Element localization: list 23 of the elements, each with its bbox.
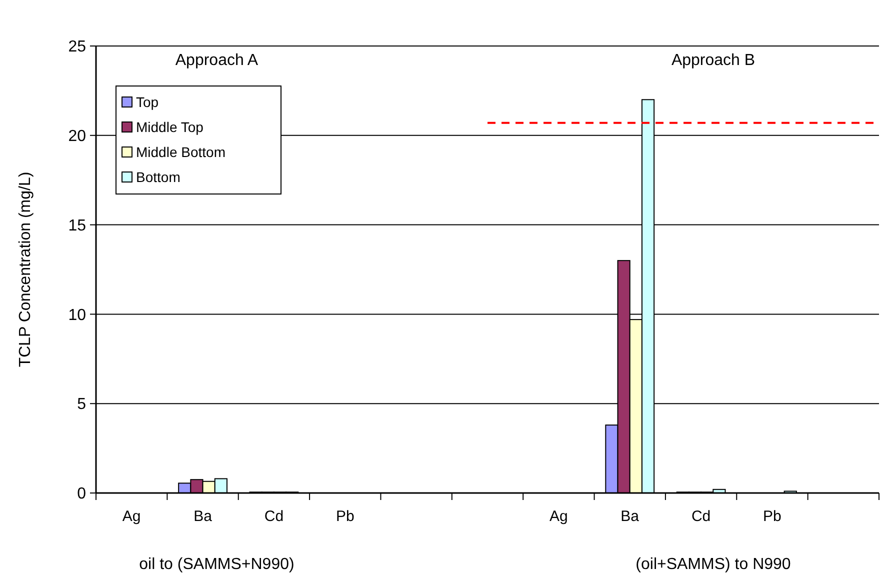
x-tick-label: Pb xyxy=(336,508,354,525)
legend-label: Middle Bottom xyxy=(136,144,226,160)
x-tick-label: Pb xyxy=(763,508,782,525)
text: (oil+SAMMS) to N990 xyxy=(636,556,791,573)
annotation: Approach A xyxy=(175,52,258,69)
y-tick-label: 15 xyxy=(68,217,86,234)
legend-label: Bottom xyxy=(136,168,180,185)
y-tick-label: 5 xyxy=(77,396,86,414)
annotation: Approach B xyxy=(671,52,756,69)
text: oil to (SAMMS+N990) xyxy=(139,556,294,573)
y-tick-label: 25 xyxy=(68,38,86,56)
y-axis-title: TCLP Concentration (mg/L) xyxy=(17,172,34,368)
x-tick-label: Cd xyxy=(691,508,711,525)
legend-label: Middle Top xyxy=(136,118,204,135)
y-tick-label: 20 xyxy=(68,128,86,145)
x-tick-label: Ba xyxy=(620,508,640,525)
x-tick-label: Cd xyxy=(264,508,284,525)
y-tick-label: 0 xyxy=(77,486,86,503)
legend-label: Top xyxy=(136,94,159,110)
x-tick-label: Ba xyxy=(194,508,213,525)
x-tick-label: Ag xyxy=(550,508,568,525)
x-tick-label: Ag xyxy=(122,508,141,525)
y-tick-label: 10 xyxy=(68,306,86,324)
